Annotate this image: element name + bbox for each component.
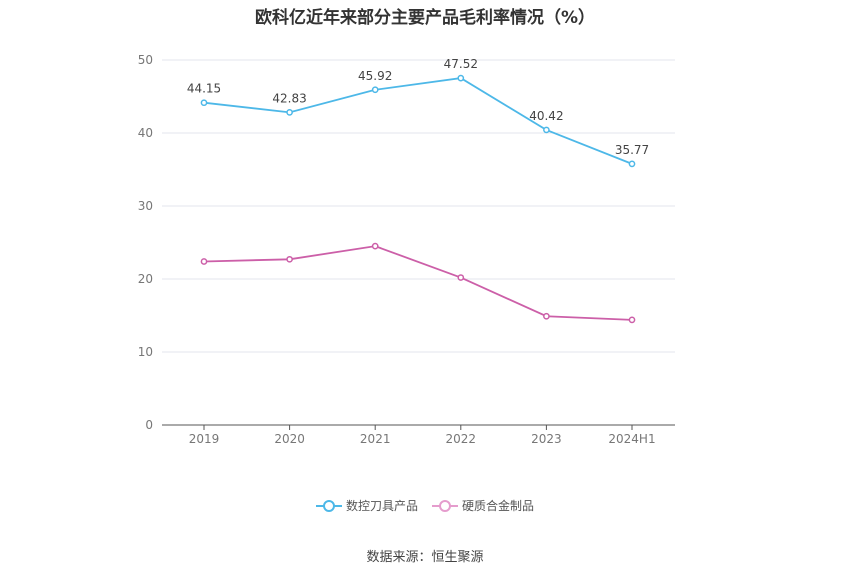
legend-marker-icon <box>315 499 342 512</box>
x-tick-label: 2020 <box>274 432 305 446</box>
y-tick-label: 50 <box>138 53 153 67</box>
data-point <box>628 316 636 324</box>
series-lines <box>200 74 636 324</box>
y-tick-label: 10 <box>138 345 153 359</box>
x-tick-label: 2024H1 <box>608 432 655 446</box>
data-label: 42.83 <box>272 91 306 105</box>
data-label: 40.42 <box>529 109 563 123</box>
legend-label: 数控刀具产品 <box>345 499 418 513</box>
x-tick-label: 2022 <box>446 432 477 446</box>
series-line-2 <box>203 245 633 321</box>
data-point <box>457 74 465 82</box>
data-labels: 44.15 42.83 45.92 47.52 40.42 35.77 <box>187 57 649 157</box>
data-point <box>286 255 293 263</box>
y-tick-label: 0 <box>145 418 153 432</box>
data-label: 45.92 <box>358 69 392 83</box>
legend-item[interactable]: 数控刀具产品 <box>315 497 418 514</box>
data-point <box>543 312 550 320</box>
legend: 数控刀具产品 硬质合金制品 <box>0 497 850 514</box>
data-label: 44.15 <box>187 82 221 96</box>
x-tick-label: 2021 <box>360 432 391 446</box>
data-point <box>200 258 208 265</box>
data-point <box>371 242 379 250</box>
data-point <box>286 108 293 116</box>
grid-lines <box>162 59 675 353</box>
y-tick-label: 40 <box>138 126 153 140</box>
x-tick-label: 2019 <box>189 432 220 446</box>
data-point <box>371 86 379 94</box>
data-point <box>543 126 550 134</box>
data-label: 47.52 <box>444 57 478 71</box>
y-tick-label: 30 <box>138 199 153 213</box>
y-tick-label: 20 <box>138 272 153 286</box>
data-point <box>457 274 465 281</box>
legend-marker-icon <box>432 499 458 512</box>
chart-title: 欧科亿近年来部分主要产品毛利率情况（%） <box>254 8 596 28</box>
data-point <box>200 99 208 107</box>
data-point <box>628 160 636 168</box>
source-note: 数据来源：恒生聚源 <box>366 550 484 565</box>
legend-item[interactable]: 硬质合金制品 <box>432 497 534 514</box>
series-line-1 <box>203 77 633 165</box>
legend-label: 硬质合金制品 <box>462 499 535 513</box>
axes: 0 10 20 30 40 50 2019 2020 2021 2022 2023 2024H1 <box>138 53 675 446</box>
data-label: 35.77 <box>615 143 649 157</box>
x-tick-label: 2023 <box>531 432 562 446</box>
